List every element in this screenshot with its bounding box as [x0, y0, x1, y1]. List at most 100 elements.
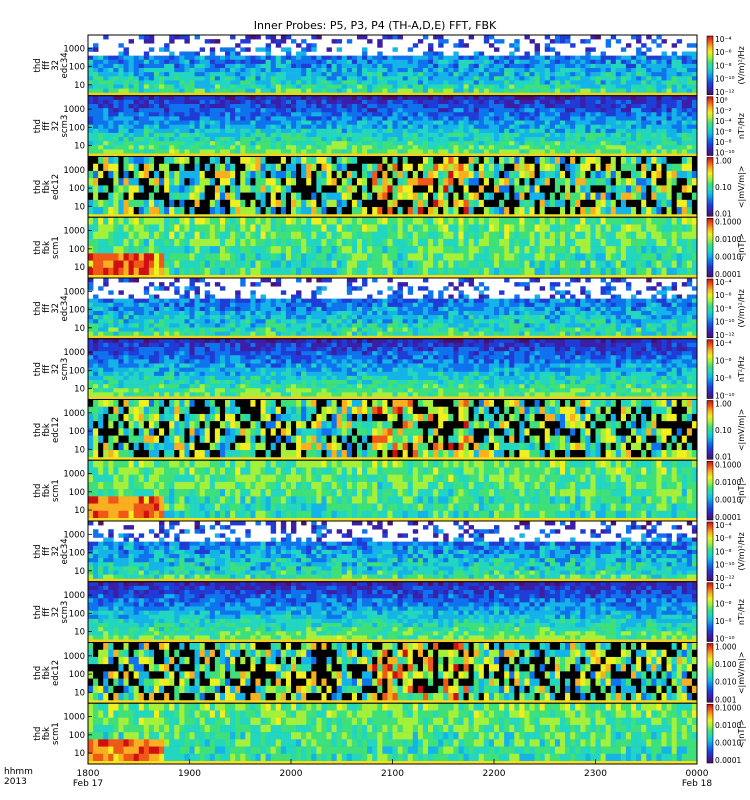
panel-8-fbk_b	[87, 459, 698, 522]
panel-8-y-tick-1000: 1000	[63, 470, 85, 480]
panel-1-label-line: thd	[33, 58, 43, 72]
panel-5-label-line: 32	[51, 303, 61, 314]
x-axis-row-label-year: 2013	[4, 777, 27, 787]
panel-3-label-line: thd	[33, 180, 43, 194]
panel-11-colorbar-tick: 0.100	[715, 660, 737, 669]
panel-6-y-tick-1000: 1000	[63, 348, 85, 358]
panel-7-label-line: thd	[33, 423, 43, 437]
panel-7-colorbar-tick: 0.10	[715, 426, 732, 435]
panel-9-fft_e	[87, 520, 698, 583]
panel-4-colorbar-tick: 0.0010	[715, 252, 741, 261]
panel-6-fft_b	[87, 338, 698, 400]
panel-4-y-tick-1000: 1000	[63, 227, 85, 237]
panel-2-colorbar-tick: 10⁻²	[715, 106, 732, 115]
panel-11-colorbar: 1.000 0.100 0.010 0.001<|mV/m|>	[706, 643, 746, 704]
panel-9-label-line: 32	[51, 546, 61, 557]
x-tick-2000: 2000	[280, 769, 303, 779]
x-date-start: Feb 17	[73, 779, 103, 789]
panel-5-label-line: edc34	[60, 295, 70, 321]
panel-3-label-line: fbk	[42, 180, 52, 193]
panel-2-label-line: fff	[42, 121, 52, 131]
panel-3-colorbar-tick: 0.01	[715, 209, 732, 218]
panel-4-y-tick-10: 10	[74, 263, 85, 273]
panel-11-y-tick-100: 100	[69, 670, 85, 680]
panel-8-y-tick-10: 10	[74, 506, 85, 516]
panel-7-label-line: edc12	[51, 417, 61, 443]
panel-1-label-line: edc34	[60, 52, 70, 78]
panel-7-colorbar-units: <|mV/m|>	[737, 409, 746, 452]
panel-5-y-tick-100: 100	[69, 306, 85, 316]
panel-8-label-line: thd	[33, 484, 43, 498]
panel-6-colorbar-tick: 10⁻⁸	[715, 374, 732, 383]
panel-10-colorbar: 10⁻⁴ 10⁻⁶ 10⁻⁸ 10⁻¹⁰ nT²/Hz	[706, 582, 746, 644]
panel-1-label-line: 32	[51, 60, 61, 71]
panel-11-fbk_e	[87, 642, 698, 704]
panel-10-y-tick-10: 10	[74, 628, 85, 638]
panel-6-label: thd fff 32 scm3	[33, 358, 70, 381]
panel-7-fbk_e	[87, 399, 698, 461]
panel-12-colorbar-units: <|nT|>	[737, 719, 746, 748]
panel-4-colorbar: 0.1000 0.0100 0.0010 0.0001 <|nT|>	[706, 217, 746, 279]
panel-4-label-line: fbk	[42, 241, 52, 254]
panel-12-label-line: thd	[33, 727, 43, 741]
panel-7-colorbar-tick: 0.01	[715, 452, 732, 461]
panel-8-colorbar-tick: 0.0010	[715, 495, 741, 504]
panel-7-colorbar: 1.00 0.10 0.01 <|mV/m|>	[706, 400, 746, 461]
panel-6-y-tick-10: 10	[74, 385, 85, 395]
panel-9-colorbar-tick: 10⁻⁴	[715, 521, 732, 530]
panel-1-y-tick-1000: 1000	[63, 44, 85, 54]
panel-2-colorbar-tick: 10⁻⁶	[715, 127, 732, 136]
panel-8-colorbar-tick: 0.1000	[715, 460, 741, 469]
panel-6-colorbar-units: nT²/Hz	[737, 356, 746, 382]
panel-2-y-tick-1000: 1000	[63, 105, 85, 115]
panel-6-colorbar-tick: 10⁻⁴	[715, 339, 732, 348]
panel-2-colorbar-tick: 10⁻¹⁰	[715, 149, 735, 158]
panel-5-label-line: thd	[33, 301, 43, 315]
panel-12-y-tick-10: 10	[74, 749, 85, 759]
panel-5-y-tick-1000: 1000	[63, 287, 85, 297]
panel-11-label-line: thd	[33, 666, 43, 680]
panel-9-y-tick-100: 100	[69, 549, 85, 559]
panel-12-colorbar-tick: 0.0001	[715, 756, 741, 765]
panel-5-colorbar-tick: 10⁻¹²	[715, 331, 735, 340]
panel-3-y-tick-100: 100	[69, 184, 85, 194]
panel-2-colorbar-tick: 10⁻⁴	[715, 117, 732, 126]
panel-1-y-tick-100: 100	[69, 63, 85, 73]
panel-5-colorbar-tick: 10⁻¹⁰	[715, 318, 735, 327]
panel-9-y-tick-10: 10	[74, 567, 85, 577]
panel-3-colorbar-tick: 0.10	[715, 183, 732, 192]
panel-5-colorbar: 10⁻⁴ 10⁻⁶ 10⁻⁸ 10⁻¹⁰ 10⁻¹²(V/m)²/Hz	[706, 278, 746, 340]
x-tick-1800: 1800	[77, 769, 100, 779]
panel-9-colorbar: 10⁻⁴ 10⁻⁶ 10⁻⁸ 10⁻¹⁰ 10⁻¹²(V/m)²/Hz	[706, 521, 746, 583]
panel-11-label: thd fbk edc12	[33, 660, 61, 686]
panel-7-colorbar-tick: 1.00	[715, 400, 732, 409]
panel-2-y-tick-10: 10	[74, 142, 85, 152]
panel-12-label-line: fbk	[42, 727, 52, 740]
panel-7-y-tick-1000: 1000	[63, 409, 85, 419]
panel-4-label: thd fbk scm1	[33, 236, 61, 259]
x-tick-2300: 2300	[584, 769, 607, 779]
panel-1-colorbar-tick: 10⁻¹²	[715, 88, 735, 97]
panel-8-label: thd fbk scm1	[33, 479, 61, 502]
panel-5-label-line: fff	[42, 303, 52, 313]
panel-4-fbk_b	[87, 216, 698, 279]
panel-9-label-line: thd	[33, 544, 43, 558]
panel-10-label: thd fff 32 scm3	[33, 601, 70, 624]
x-tick-1900: 1900	[178, 769, 201, 779]
x-date-end: Feb 18	[682, 779, 713, 789]
panel-6-y-tick-100: 100	[69, 366, 85, 376]
panel-11-y-tick-10: 10	[74, 688, 85, 698]
panel-11-label-line: fbk	[42, 666, 52, 679]
panel-11-colorbar-tick: 0.010	[715, 678, 737, 687]
panel-11-colorbar-tick: 1.000	[715, 643, 737, 652]
x-tick-2100: 2100	[381, 769, 404, 779]
panel-1-y-tick-10: 10	[74, 81, 85, 91]
panel-4-y-tick-100: 100	[69, 245, 85, 255]
panel-10-y-tick-1000: 1000	[63, 591, 85, 601]
panel-3-colorbar-tick: 1.00	[715, 157, 732, 166]
panel-8-y-tick-100: 100	[69, 488, 85, 498]
panel-10-colorbar-tick: 10⁻⁴	[715, 582, 732, 591]
panel-6-colorbar-tick: 10⁻¹⁰	[715, 392, 735, 401]
panel-10-y-tick-100: 100	[69, 609, 85, 619]
